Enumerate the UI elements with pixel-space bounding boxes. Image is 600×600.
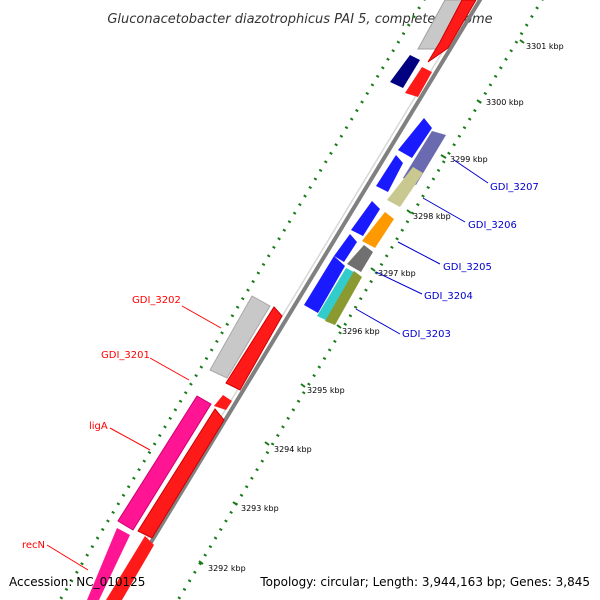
scale-tick-label: 3298 kbp bbox=[413, 212, 451, 221]
reverse-gene-labels: GDI_3202 GDI_3201 ligA recN bbox=[22, 295, 222, 571]
gene-label-gdi-3205[interactable]: GDI_3205 bbox=[443, 262, 492, 273]
gene-label-gdi-3204[interactable]: GDI_3204 bbox=[424, 291, 473, 302]
gene-label-recn[interactable]: recN bbox=[22, 540, 45, 551]
scale-tick-label: 3301 kbp bbox=[526, 42, 564, 51]
forward-strand-genes bbox=[304, 118, 446, 325]
gene-label-liga[interactable]: ligA bbox=[89, 421, 108, 432]
gene-block-darkgray bbox=[347, 245, 373, 272]
scale-tick-label: 3300 kbp bbox=[486, 98, 524, 107]
gene-block-blue bbox=[304, 256, 345, 313]
gene-block-gray bbox=[209, 295, 271, 379]
scale-tick-label: 3294 kbp bbox=[274, 445, 312, 454]
gene-label-gdi-3207[interactable]: GDI_3207 bbox=[490, 182, 539, 193]
gene-label-gdi-3201[interactable]: GDI_3201 bbox=[101, 350, 150, 361]
accession-label: Accession: NC_010125 bbox=[9, 575, 145, 589]
gene-block-olive bbox=[325, 271, 362, 325]
scale-tick-label: 3293 kbp bbox=[241, 504, 279, 513]
gene-block-red bbox=[214, 395, 232, 410]
gene-label-gdi-3202[interactable]: GDI_3202 bbox=[132, 295, 181, 306]
gene-block-red bbox=[106, 536, 154, 600]
scale-tick-label: 3297 kbp bbox=[378, 269, 416, 278]
gene-block-orange bbox=[362, 212, 394, 248]
gene-label-gdi-3203[interactable]: GDI_3203 bbox=[402, 329, 451, 340]
scale-tick-label: 3292 kbp bbox=[208, 564, 246, 573]
gene-block-navy bbox=[390, 55, 420, 88]
gene-block-blue bbox=[398, 118, 432, 158]
scale-ticks: 3301 kbp 3300 kbp 3299 kbp 3298 kbp 3297… bbox=[198, 39, 564, 573]
gene-block-magenta bbox=[87, 528, 130, 600]
scale-tick-label: 3296 kbp bbox=[342, 327, 380, 336]
scale-tick-label: 3295 kbp bbox=[307, 386, 345, 395]
gene-block-red bbox=[225, 306, 283, 391]
gene-block-blue bbox=[334, 234, 357, 262]
gene-block-blue bbox=[351, 201, 380, 236]
gene-label-gdi-3206[interactable]: GDI_3206 bbox=[468, 220, 517, 231]
gene-block-blue bbox=[376, 155, 403, 192]
forward-gene-labels: GDI_3207 GDI_3206 GDI_3205 GDI_3204 GDI_… bbox=[355, 159, 539, 340]
gene-block-khaki bbox=[387, 167, 423, 207]
gene-block-red bbox=[427, 0, 477, 63]
topology-label: Topology: circular; Length: 3,944,163 bp… bbox=[259, 575, 590, 589]
gene-block-red bbox=[405, 67, 432, 97]
reverse-strand-genes bbox=[87, 0, 477, 600]
gene-block-cyan bbox=[317, 268, 356, 321]
gene-block-red bbox=[137, 408, 225, 539]
scale-tick-label: 3299 kbp bbox=[450, 155, 488, 164]
map-title: Gluconacetobacter diazotrophicus PAI 5, … bbox=[107, 12, 492, 27]
gene-block-magenta bbox=[117, 395, 212, 531]
